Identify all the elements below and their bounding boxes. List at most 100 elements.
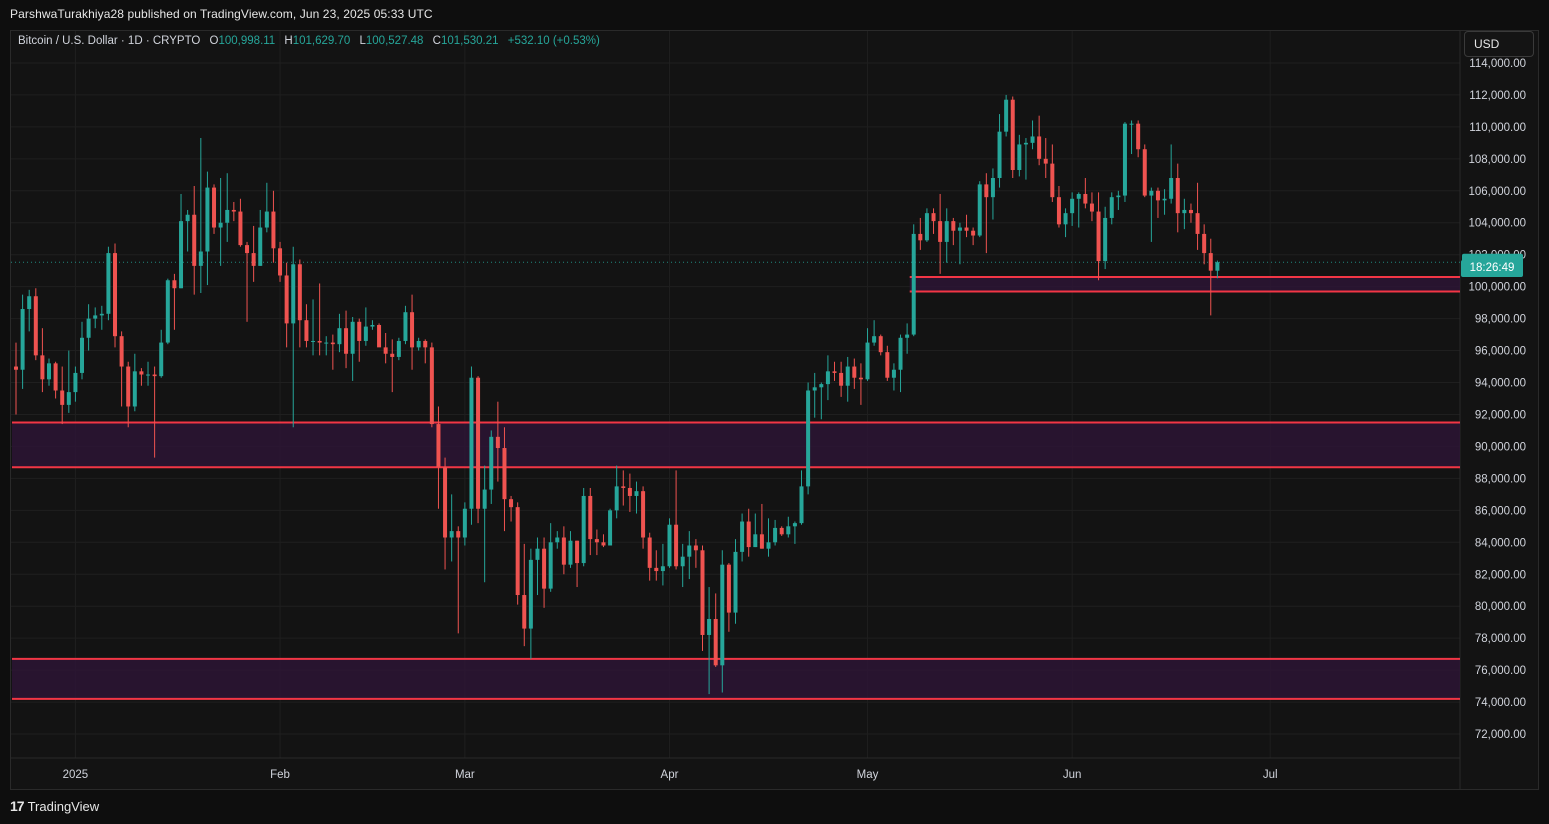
candle-body (119, 336, 124, 367)
candle-body (377, 324, 382, 348)
candle-body (47, 363, 52, 380)
candle-body (799, 486, 804, 524)
candle-body (106, 253, 111, 314)
candle-body (733, 551, 738, 613)
symbol-label[interactable]: Bitcoin / U.S. Dollar · 1D · CRYPTO (18, 35, 201, 47)
candle-body (792, 523, 797, 527)
candle-body (40, 355, 45, 380)
y-tick-label: 110,000.00 (1469, 122, 1526, 134)
candle-body (159, 342, 164, 377)
candle-body (344, 328, 349, 354)
candle-body (931, 213, 936, 222)
candle-body (1056, 197, 1061, 225)
low-label: L (359, 35, 366, 47)
candle-body (1188, 209, 1193, 214)
candle-body (759, 534, 764, 549)
candle-body (1076, 193, 1081, 199)
candle-body (766, 542, 771, 549)
candle-body (865, 342, 870, 380)
candle-body (964, 227, 969, 231)
y-tick-label: 80,000.00 (1475, 601, 1526, 613)
x-tick-label: Apr (661, 769, 679, 781)
candle-body (495, 436, 500, 449)
candle-body (139, 371, 144, 375)
candle-body (291, 264, 296, 324)
candle-body (476, 377, 481, 509)
candle-body (608, 510, 613, 546)
candle-body (179, 221, 184, 289)
candle-body (786, 526, 791, 535)
tradingview-brand[interactable]: 17 TradingView (10, 798, 99, 814)
candle-body (746, 521, 751, 548)
y-tick-label: 74,000.00 (1475, 697, 1526, 709)
candle-body (1030, 136, 1035, 143)
candle-body (390, 353, 395, 357)
y-tick-label: 72,000.00 (1475, 729, 1526, 741)
candle-body (1037, 136, 1042, 159)
candle-body (86, 318, 91, 338)
publisher-line: ParshwaTurakhiya28 published on TradingV… (10, 7, 433, 21)
candle-body (944, 221, 949, 242)
support-zone (12, 422, 1460, 468)
candle-body (1116, 195, 1121, 198)
candle-body (1169, 177, 1174, 199)
candle-body (1122, 123, 1127, 196)
candle-body (218, 222, 223, 228)
candle-body (1083, 193, 1088, 204)
candle-body (687, 545, 692, 557)
candle-body (911, 233, 916, 335)
candle-body (278, 248, 283, 276)
candle-body (330, 342, 335, 345)
candle-body (905, 334, 910, 338)
candle-body (707, 618, 712, 635)
candle-body (60, 390, 65, 405)
candle-body (1109, 197, 1114, 218)
candle-body (581, 495, 586, 564)
y-tick-label: 76,000.00 (1475, 665, 1526, 677)
candle-body (1010, 99, 1015, 171)
candle-body (363, 326, 368, 341)
x-tick-label: Feb (270, 769, 290, 781)
candle-body (53, 363, 58, 391)
currency-button[interactable]: USD (1464, 31, 1534, 57)
y-tick-label: 104,000.00 (1468, 218, 1526, 230)
y-tick-label: 84,000.00 (1475, 537, 1526, 549)
candle-body (806, 390, 811, 487)
candle-body (858, 377, 863, 380)
y-tick-label: 94,000.00 (1475, 378, 1526, 390)
candle-body (614, 486, 619, 511)
candle-body (951, 221, 956, 231)
candle-body (957, 227, 962, 231)
candle-body (839, 372, 844, 386)
y-tick-label: 88,000.00 (1475, 473, 1526, 485)
candle-body (700, 550, 705, 635)
candle-body (132, 371, 137, 407)
candle-body (1129, 123, 1134, 125)
candle-body (654, 567, 659, 572)
candle-body (641, 491, 646, 538)
candle-body (198, 251, 203, 266)
candle-body (264, 211, 269, 228)
y-tick-label: 114,000.00 (1469, 58, 1526, 70)
candle-body (568, 540, 573, 565)
close-label: C (432, 35, 441, 47)
y-tick-label: 82,000.00 (1475, 569, 1526, 581)
candle-body (251, 253, 256, 266)
candle-body (1063, 213, 1068, 225)
candle-body (812, 387, 817, 391)
candle-body (1182, 209, 1187, 214)
y-tick-label: 100,000.00 (1468, 282, 1526, 294)
candle-body (337, 328, 342, 345)
candle-body (80, 337, 85, 373)
candle-body (482, 489, 487, 509)
candle-body (535, 548, 540, 560)
y-tick-label: 112,000.00 (1469, 90, 1526, 102)
candle-body (317, 340, 322, 343)
support-zone (12, 658, 1460, 699)
bar-countdown-badge: 18:26:49 (1461, 260, 1523, 277)
candle-body (1136, 123, 1141, 150)
candle-body (594, 539, 599, 543)
candle-body (555, 537, 560, 543)
candle-body (192, 214, 197, 266)
